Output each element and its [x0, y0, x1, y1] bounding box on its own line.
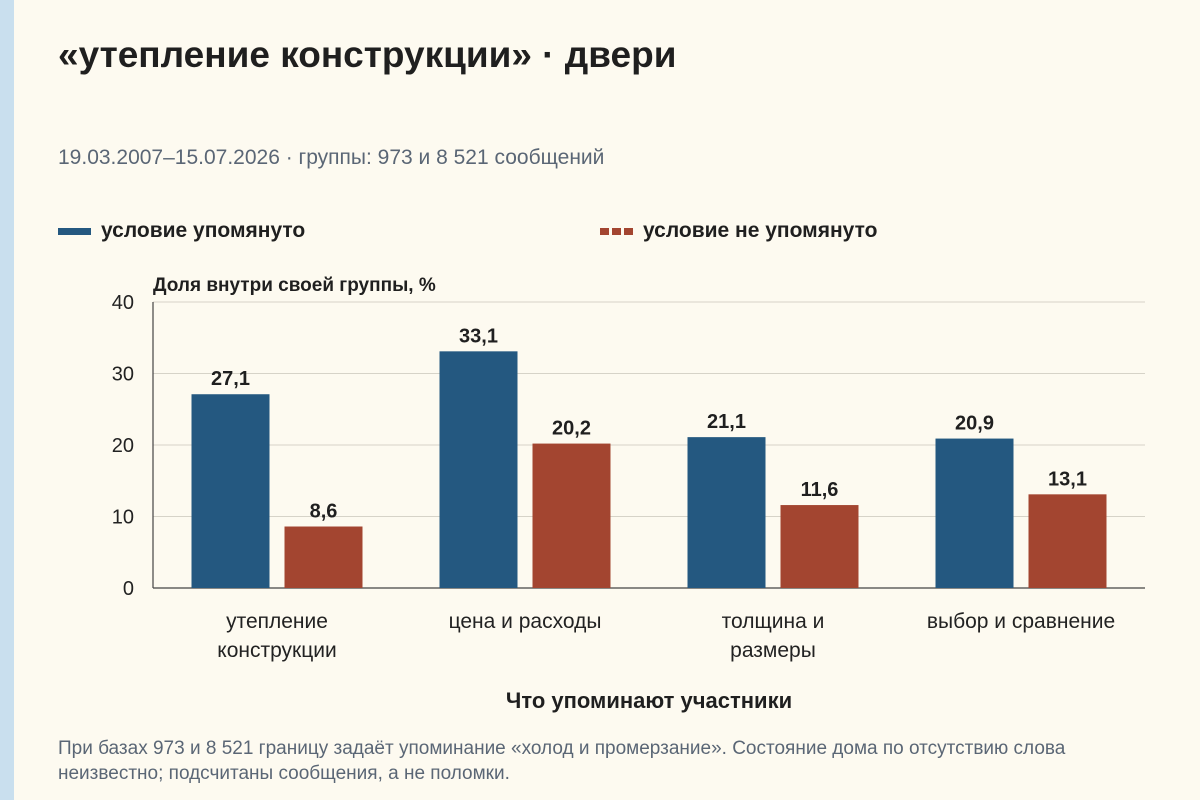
- bar: [1028, 494, 1107, 588]
- footnote: При базах 973 и 8 521 границу задаёт упо…: [58, 738, 1066, 784]
- bar: [284, 526, 363, 588]
- y-tick-label: 20: [112, 435, 134, 457]
- bar: [687, 437, 766, 588]
- bar: [935, 438, 1014, 588]
- bar: [780, 505, 859, 588]
- x-axis-label: Что упоминают участники: [506, 688, 792, 713]
- bar: [191, 394, 270, 588]
- x-tick-label: выбор и сравнение: [927, 610, 1115, 633]
- legend-swatch-not-mentioned: [600, 227, 633, 235]
- y-tick-label: 30: [112, 364, 134, 386]
- y-axis-label: Доля внутри своей группы, %: [153, 275, 436, 296]
- y-tick-label: 40: [112, 292, 134, 314]
- data-label: 20,9: [955, 413, 994, 435]
- bar: [532, 443, 611, 588]
- chart-title: «утепление конструкции» · двери: [58, 34, 677, 75]
- x-tick-label: размеры: [730, 639, 816, 662]
- legend-swatch-mentioned: [58, 227, 91, 235]
- legend-label-not-mentioned: условие не упомянуто: [643, 219, 878, 242]
- legend-label-mentioned: условие упомянуто: [101, 219, 306, 242]
- legend-item-not-mentioned: условие не упомянуто: [600, 219, 877, 243]
- x-tick-label: толщина и: [722, 610, 825, 633]
- data-label: 20,2: [552, 418, 591, 440]
- bar: [439, 351, 518, 588]
- side-accent-bar: [0, 0, 14, 800]
- data-label: 33,1: [459, 325, 498, 347]
- data-label: 11,6: [801, 479, 839, 501]
- x-tick-label: конструкции: [217, 639, 336, 662]
- data-label: 8,6: [310, 501, 338, 523]
- x-tick-label: цена и расходы: [449, 610, 602, 633]
- chart-subtitle: 19.03.2007–15.07.2026 · группы: 973 и 8 …: [58, 146, 605, 169]
- y-tick-label: 10: [112, 507, 134, 529]
- y-tick-label: 0: [123, 578, 134, 600]
- data-label: 27,1: [211, 368, 250, 390]
- x-tick-label: утепление: [226, 610, 328, 633]
- data-label: 21,1: [707, 411, 746, 433]
- data-label: 13,1: [1048, 468, 1087, 490]
- legend-item-mentioned: условие упомянуто: [58, 219, 305, 243]
